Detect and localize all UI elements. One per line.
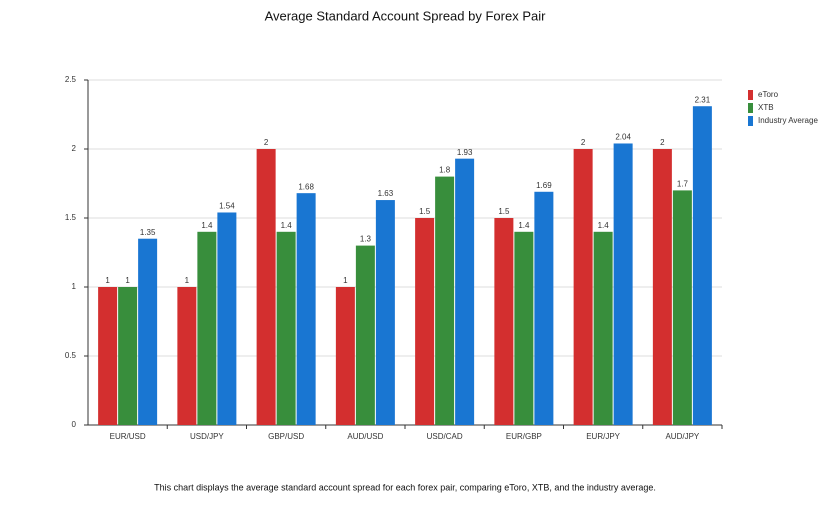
value-label: 1.8: [439, 166, 451, 175]
chart-title: Average Standard Account Spread by Forex…: [265, 8, 547, 23]
x-tick-label: GBP/USD: [268, 432, 304, 441]
x-tick-label: USD/JPY: [190, 432, 224, 441]
bar: [652, 149, 672, 425]
x-tick-label: EUR/GBP: [506, 432, 542, 441]
value-label: 2: [264, 138, 269, 147]
value-label: 1.54: [219, 202, 235, 211]
legend-label: Industry Average: [758, 116, 818, 125]
bar: [276, 231, 296, 425]
y-tick-label: 2.5: [65, 75, 77, 84]
y-tick-label: 2: [72, 144, 77, 153]
bar: [335, 287, 355, 425]
bar: [375, 200, 395, 425]
y-tick-label: 1: [72, 282, 77, 291]
bar: [118, 287, 138, 425]
bar: [98, 287, 118, 425]
x-tick-label: EUR/JPY: [586, 432, 620, 441]
bar: [534, 191, 554, 425]
x-tick-label: AUD/USD: [347, 432, 383, 441]
bar: [692, 106, 712, 425]
value-label: 1.7: [677, 180, 689, 189]
x-tick-label: USD/CAD: [427, 432, 463, 441]
x-tick-label: AUD/JPY: [665, 432, 699, 441]
x-tick-label: EUR/USD: [110, 432, 146, 441]
value-label: 1.4: [201, 221, 213, 230]
value-label: 1.4: [598, 221, 610, 230]
y-tick-label: 0.5: [65, 351, 77, 360]
legend-swatch: [748, 103, 753, 113]
value-label: 1.3: [360, 235, 372, 244]
bar: [494, 218, 514, 425]
value-label: 1.5: [419, 207, 431, 216]
legend-swatch: [748, 90, 753, 100]
bar: [217, 212, 237, 425]
value-label: 1: [105, 276, 110, 285]
value-label: 1.4: [281, 221, 293, 230]
bar: [514, 231, 534, 425]
bar: [455, 158, 475, 425]
bar: [296, 193, 316, 425]
value-label: 2: [660, 138, 665, 147]
value-label: 1.4: [518, 221, 530, 230]
legend-label: XTB: [758, 103, 774, 112]
value-label: 1.93: [457, 148, 473, 157]
value-label: 1: [125, 276, 130, 285]
bar: [415, 218, 435, 425]
value-label: 2.04: [615, 133, 631, 142]
value-label: 1.35: [140, 228, 156, 237]
bar: [256, 149, 276, 425]
bar: [355, 245, 375, 425]
value-label: 2: [581, 138, 586, 147]
bar: [197, 231, 217, 425]
legend-swatch: [748, 116, 753, 126]
value-label: 1.5: [498, 207, 510, 216]
bar: [613, 143, 633, 426]
value-label: 1.63: [378, 189, 394, 198]
bar: [593, 231, 613, 425]
bar: [138, 238, 158, 425]
value-label: 1: [185, 276, 190, 285]
legend-label: eToro: [758, 90, 779, 99]
y-tick-label: 1.5: [65, 213, 77, 222]
y-tick-label: 0: [72, 420, 77, 429]
chart-caption: This chart displays the average standard…: [154, 482, 656, 492]
bar: [672, 190, 692, 425]
bar: [435, 176, 455, 425]
bar: [573, 149, 593, 425]
value-label: 1.68: [298, 182, 314, 191]
value-label: 2.31: [695, 95, 711, 104]
value-label: 1.69: [536, 181, 552, 190]
bar: [177, 287, 197, 425]
value-label: 1: [343, 276, 348, 285]
